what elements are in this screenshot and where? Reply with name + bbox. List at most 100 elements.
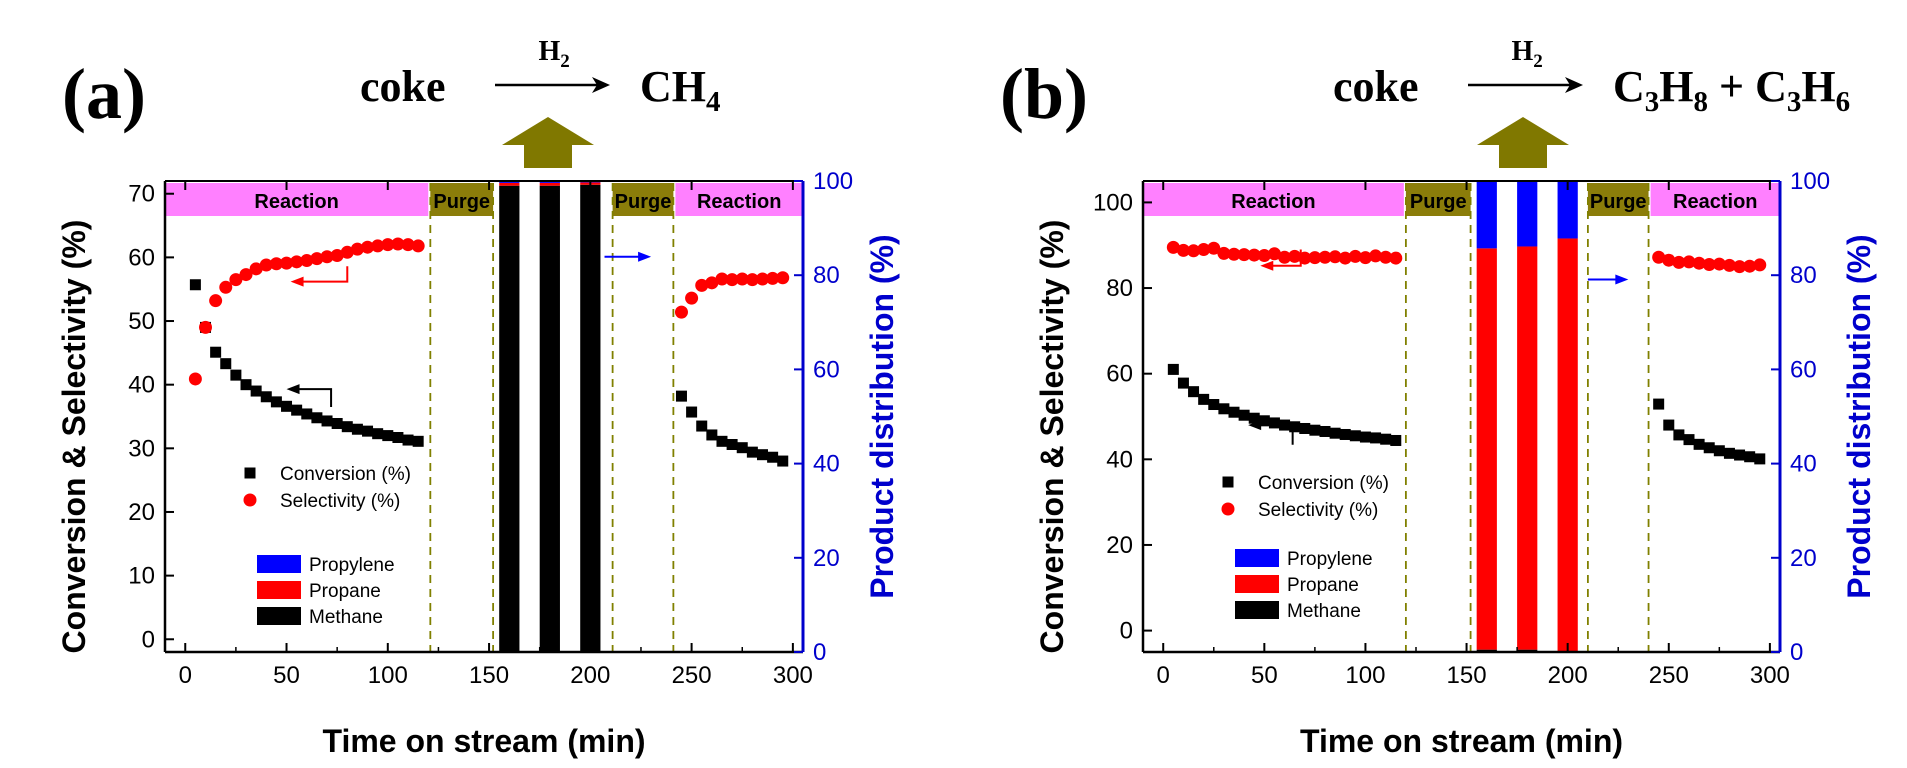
- legend-circle-icon: [1221, 502, 1235, 516]
- conversion-point: [1289, 421, 1301, 433]
- product-part: H: [1801, 62, 1835, 111]
- conversion-point: [716, 435, 728, 447]
- conversion-point: [1744, 451, 1756, 463]
- y-axis-label: Conversion & Selectivity (%): [1034, 220, 1070, 654]
- selectivity-point: [1692, 256, 1706, 270]
- conversion-point: [1683, 434, 1695, 446]
- selectivity-point: [705, 276, 719, 290]
- selectivity-point: [320, 250, 334, 264]
- selectivity-point: [755, 272, 769, 286]
- conversion-point: [210, 346, 222, 358]
- selectivity-point: [1257, 249, 1271, 263]
- phase-label: Purge: [433, 191, 490, 213]
- selectivity-point: [1369, 249, 1383, 263]
- conversion-point: [1238, 409, 1250, 421]
- conversion-point: [270, 396, 282, 408]
- legend-bar-swatch: [257, 555, 301, 573]
- hook-arrow-line: [1256, 424, 1294, 445]
- equation-over-arrow: H2: [539, 36, 570, 72]
- conversion-point: [1309, 424, 1321, 436]
- selectivity-point: [1338, 251, 1352, 265]
- y-tick-label: 60: [1106, 361, 1133, 388]
- legend-square-icon: [244, 467, 256, 479]
- conversion-point: [291, 404, 303, 416]
- conversion-point: [1167, 363, 1179, 375]
- y-tick-label: 100: [1093, 189, 1133, 216]
- x-tick-label: 0: [1157, 662, 1170, 689]
- x-tick-label: 100: [368, 662, 408, 689]
- legend-bar-label: Propane: [1287, 575, 1359, 596]
- product-subscript: 3: [1645, 86, 1660, 118]
- selectivity-point: [1187, 244, 1201, 258]
- equation-reactant: coke: [1333, 62, 1419, 111]
- selectivity-point: [725, 273, 739, 287]
- selectivity-point: [310, 252, 324, 266]
- y2-tick-label: 20: [1790, 545, 1817, 572]
- conversion-point: [1663, 419, 1675, 431]
- phase-label: Reaction: [697, 191, 781, 213]
- x-tick-label: 250: [672, 662, 712, 689]
- selectivity-point: [199, 320, 213, 334]
- selectivity-point: [330, 248, 344, 262]
- y2-tick-label: 20: [813, 545, 840, 572]
- conversion-point: [351, 423, 363, 435]
- conversion-point: [1390, 434, 1402, 446]
- selectivity-point: [391, 237, 405, 251]
- conversion-point: [1349, 430, 1361, 442]
- selectivity-point: [766, 271, 780, 285]
- phase-box-reaction: [1650, 183, 1780, 216]
- bar-segment-propylene: [1517, 181, 1538, 247]
- product-part: + C: [1708, 62, 1787, 111]
- selectivity-point: [776, 271, 790, 285]
- y2-tick-label: 40: [1790, 451, 1817, 478]
- conversion-point: [686, 406, 698, 418]
- conversion-point: [301, 408, 313, 420]
- product-part: H: [1659, 62, 1693, 111]
- selectivity-point: [1267, 247, 1281, 261]
- selectivity-point: [1278, 250, 1292, 264]
- conversion-point: [1268, 417, 1280, 429]
- conversion-point: [1703, 442, 1715, 454]
- conversion-point: [1339, 428, 1351, 440]
- over-arrow-sub: 2: [560, 51, 570, 72]
- upward-arrow-icon: [502, 117, 594, 168]
- bar-segment-propylene: [1557, 181, 1578, 239]
- selectivity-point: [300, 254, 314, 268]
- conversion-point: [362, 425, 374, 437]
- y-tick-label: 70: [128, 181, 155, 208]
- selectivity-point: [1328, 250, 1342, 264]
- selectivity-point: [1318, 250, 1332, 264]
- selectivity-point: [1308, 251, 1322, 265]
- conversion-point: [189, 279, 201, 291]
- panel-label: (b): [1000, 54, 1088, 134]
- y2-tick-label: 40: [813, 451, 840, 478]
- over-arrow-main: H: [539, 36, 561, 67]
- over-arrow-sub: 2: [1533, 51, 1543, 72]
- legend-bar-label: Methane: [309, 607, 383, 628]
- phase-box-purge: [1587, 183, 1649, 216]
- conversion-point: [1754, 453, 1766, 465]
- equation-product: C3H8 + C3H6: [1613, 62, 1850, 118]
- x-tick-label: 100: [1345, 662, 1385, 689]
- conversion-point: [321, 415, 333, 427]
- selectivity-point: [1247, 248, 1261, 262]
- selectivity-point: [350, 242, 364, 256]
- y2-axis-label: Product distribution (%): [1841, 234, 1877, 598]
- right-arrow-head: [1615, 274, 1629, 285]
- legend-circle-icon: [243, 493, 257, 507]
- selectivity-point: [1712, 257, 1726, 271]
- conversion-point: [1198, 393, 1210, 405]
- product-subscript: 3: [1787, 86, 1802, 118]
- bar-segment-propane: [1476, 248, 1497, 650]
- x-tick-label: 300: [1750, 662, 1790, 689]
- conversion-point: [1258, 415, 1270, 427]
- conversion-point: [372, 428, 384, 440]
- conversion-point: [1723, 447, 1735, 459]
- conversion-point: [1218, 403, 1230, 415]
- legend-bar-label: Propylene: [309, 555, 395, 576]
- bar-segment-propane: [499, 182, 520, 186]
- conversion-point: [696, 420, 708, 432]
- selectivity-point: [735, 272, 749, 286]
- selectivity-point: [685, 291, 699, 305]
